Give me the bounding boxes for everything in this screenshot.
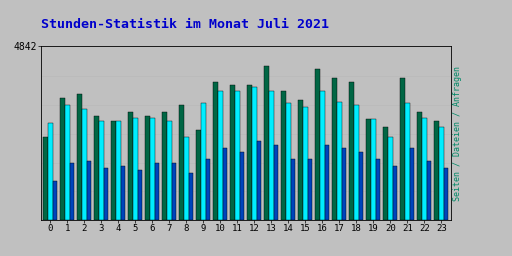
Bar (269, 91, 273, 220)
Bar (273, 145, 279, 220)
Bar (281, 91, 286, 220)
Bar (376, 159, 380, 220)
Bar (218, 91, 223, 220)
Bar (422, 118, 426, 220)
Bar (439, 127, 443, 220)
Bar (291, 159, 295, 220)
Bar (354, 105, 358, 220)
Bar (230, 85, 235, 220)
Bar (298, 100, 303, 220)
Bar (70, 163, 74, 220)
Bar (264, 66, 269, 220)
Bar (388, 137, 393, 220)
Bar (443, 168, 449, 220)
Bar (320, 91, 325, 220)
Bar (121, 166, 125, 220)
Bar (410, 148, 414, 220)
Bar (103, 168, 109, 220)
Bar (48, 123, 53, 220)
Bar (99, 121, 103, 220)
Bar (332, 78, 337, 220)
Bar (179, 105, 184, 220)
Bar (257, 141, 262, 220)
Bar (247, 85, 252, 220)
Bar (128, 112, 133, 220)
Bar (405, 103, 410, 220)
Bar (53, 181, 57, 220)
Bar (213, 82, 218, 220)
Bar (82, 109, 87, 220)
Bar (188, 173, 194, 220)
Bar (383, 127, 388, 220)
Bar (145, 116, 150, 220)
Bar (201, 103, 206, 220)
Bar (184, 137, 188, 220)
Bar (94, 116, 99, 220)
Bar (206, 159, 210, 220)
Bar (426, 161, 431, 220)
Bar (434, 121, 439, 220)
Bar (349, 82, 354, 220)
Bar (167, 121, 172, 220)
Bar (43, 137, 48, 220)
Bar (366, 120, 371, 220)
Y-axis label: Seiten / Dateien / Anfragen: Seiten / Dateien / Anfragen (453, 66, 462, 201)
Bar (138, 170, 142, 220)
Text: Stunden-Statistik im Monat Juli 2021: Stunden-Statistik im Monat Juli 2021 (41, 18, 329, 31)
Bar (155, 163, 159, 220)
Bar (371, 120, 376, 220)
Bar (150, 118, 155, 220)
Bar (342, 148, 347, 220)
Bar (303, 107, 308, 220)
Bar (111, 121, 116, 220)
Bar (308, 159, 312, 220)
Bar (60, 98, 65, 220)
Bar (400, 78, 405, 220)
Bar (417, 112, 422, 220)
Bar (172, 163, 177, 220)
Bar (240, 152, 244, 220)
Bar (286, 103, 291, 220)
Bar (196, 130, 201, 220)
Bar (325, 145, 329, 220)
Bar (133, 118, 138, 220)
Bar (393, 166, 397, 220)
Bar (116, 121, 121, 220)
Bar (235, 91, 240, 220)
Bar (358, 152, 364, 220)
Bar (65, 105, 70, 220)
Bar (77, 94, 82, 220)
Bar (252, 87, 257, 220)
Bar (315, 69, 320, 220)
Bar (223, 148, 227, 220)
Bar (337, 102, 342, 220)
Bar (87, 161, 92, 220)
Bar (162, 112, 167, 220)
